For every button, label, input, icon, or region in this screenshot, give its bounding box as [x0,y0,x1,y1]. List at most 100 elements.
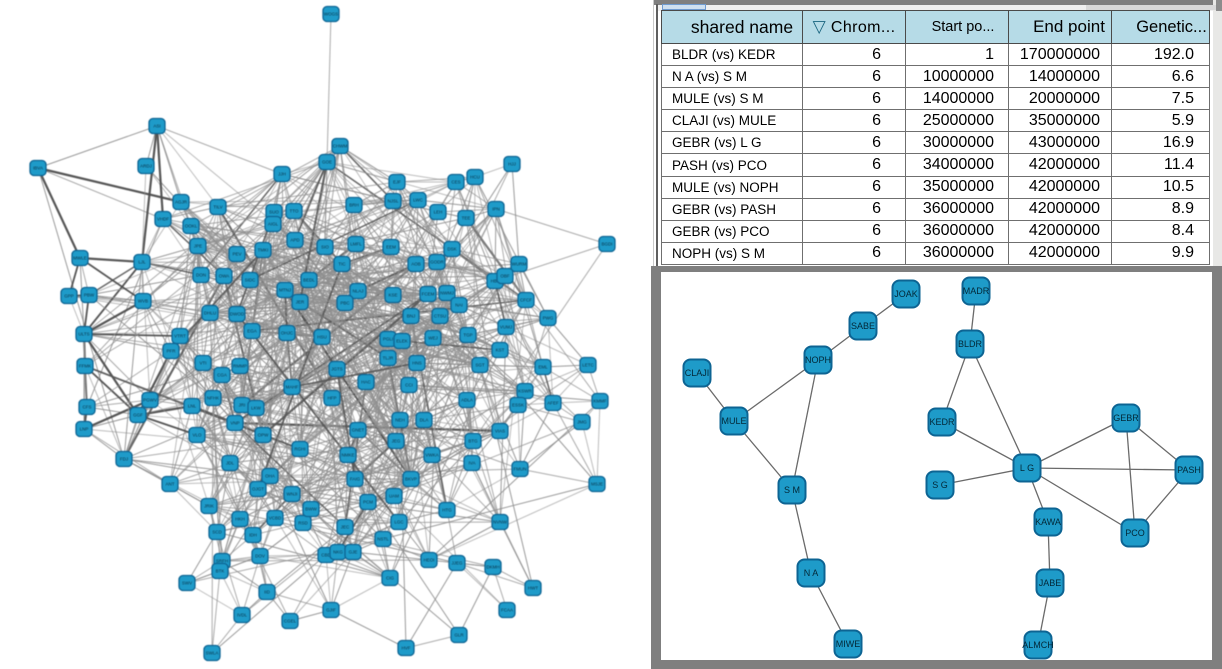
svg-text:TILV: TILV [213,205,222,210]
svg-text:MSJE: MSJE [591,482,603,487]
svg-text:HVF: HVF [402,646,411,651]
svg-text:IPN: IPN [492,207,500,212]
svg-text:EML: EML [538,365,548,370]
svg-text:PBW: PBW [84,293,95,298]
svg-text:SWLA: SWLA [206,651,219,656]
svg-text:OWA: OWA [219,274,230,279]
svg-text:OPW: OPW [258,433,270,438]
svg-text:ADLA: ADLA [461,398,473,403]
svg-text:SGT: SGT [475,363,485,368]
svg-text:NAI: NAI [455,303,463,308]
svg-text:ULTS: ULTS [78,332,89,337]
svg-text:VCBD: VCBD [269,516,282,521]
svg-text:CIG: CIG [386,576,395,581]
svg-text:JDL: JDL [226,461,234,466]
svg-text:CGA: CGA [217,373,227,378]
svg-text:NSTL: NSTL [377,537,389,542]
svg-text:OOKL: OOKL [185,224,198,229]
svg-text:WEJ: WEJ [428,336,438,341]
svg-text:NOPH: NOPH [805,355,831,365]
svg-text:UAM: UAM [389,494,399,499]
svg-text:MADR: MADR [963,286,990,296]
svg-text:JRI: JRI [239,403,246,408]
svg-text:FMUN: FMUN [514,467,527,472]
svg-text:FAIG: FAIG [350,477,361,482]
svg-text:PASH: PASH [1177,465,1201,475]
svg-text:LKW: LKW [251,406,262,411]
svg-text:CHWM: CHWM [333,144,348,149]
svg-text:BGDI: BGDI [601,242,612,247]
svg-text:EEM: EEM [386,245,396,250]
svg-text:GOE: GOE [322,160,332,165]
svg-text:NJSL: NJSL [387,199,399,204]
svg-text:ARDJ: ARDJ [140,164,152,169]
svg-text:ESSK: ESSK [512,403,524,408]
svg-text:CTSU: CTSU [434,314,446,319]
svg-text:IVA: IVA [469,461,476,466]
svg-text:BTK: BTK [216,569,225,574]
svg-text:NLAJ: NLAJ [352,289,363,294]
svg-text:KSWR: KSWR [518,389,532,394]
svg-text:DWOD: DWOD [230,312,245,317]
svg-text:LJL: LJL [138,260,146,265]
svg-text:SIO: SIO [321,245,329,250]
svg-text:S M: S M [784,485,800,495]
svg-text:JOAK: JOAK [894,289,918,299]
svg-text:DHLU: DHLU [204,311,216,316]
svg-text:HEOI: HEOI [423,558,434,563]
svg-text:DKMH: DKMH [486,565,499,570]
svg-text:PFR: PFR [167,349,177,354]
svg-text:JPE: JPE [194,244,202,249]
svg-text:MAHF: MAHF [286,385,299,390]
svg-text:SRFH: SRFH [216,559,228,564]
svg-text:IVDL: IVDL [237,613,248,618]
svg-text:HKH: HKH [235,517,245,522]
svg-text:VTRT: VTRT [174,334,186,339]
svg-text:JJH: JJH [278,172,286,177]
svg-text:HBL: HBL [491,279,500,284]
svg-text:MWLE: MWLE [73,256,87,261]
svg-text:DSK: DSK [447,247,456,252]
svg-text:CES: CES [451,180,460,185]
svg-text:OHA: OHA [265,474,275,479]
svg-text:FCAA: FCAA [501,608,513,613]
svg-text:LETC: LETC [582,363,594,368]
svg-text:TMKI: TMKI [258,248,269,253]
svg-text:LNP: LNP [80,427,89,432]
svg-text:BTG: BTG [468,439,478,444]
svg-text:OJGT: OJGT [252,487,264,492]
svg-text:SABE: SABE [851,321,875,331]
svg-text:IID: IID [264,590,271,595]
svg-text:KAWA: KAWA [1035,517,1061,527]
svg-text:HWT: HWT [528,586,538,591]
svg-text:RSD: RSD [298,521,308,526]
svg-text:APD: APD [290,238,300,243]
svg-text:JJEG: JJEG [451,561,463,566]
svg-text:IDH: IDH [249,533,257,538]
svg-text:VLO: VLO [192,433,202,438]
svg-text:GPP: GPP [64,294,74,299]
svg-text:HSU: HSU [317,335,327,340]
svg-text:JRIK: JRIK [204,504,214,509]
svg-text:L G: L G [1020,463,1034,473]
svg-text:CBD: CBD [321,553,331,558]
svg-text:MIWE: MIWE [836,639,861,649]
svg-text:JGTS: JGTS [331,367,343,372]
svg-text:CFCF: CFCF [520,298,532,303]
svg-text:BRH: BRH [349,203,359,208]
svg-text:AFEF: AFEF [547,401,559,406]
svg-text:PBC: PBC [340,301,350,306]
svg-text:CCI: CCI [405,383,413,388]
svg-text:NKG: NKG [333,550,343,555]
svg-text:FFMK: FFMK [79,364,91,369]
svg-text:PGLI: PGLI [383,337,393,342]
svg-text:LEH: LEH [434,210,443,215]
svg-text:TIC: TIC [338,262,346,267]
svg-text:AIGL: AIGL [268,222,279,227]
svg-text:WVB: WVB [138,299,148,304]
svg-text:HFP: HFP [328,396,337,401]
svg-text:S G: S G [932,480,948,490]
svg-text:GGF: GGF [133,413,143,418]
svg-text:CGEL: CGEL [284,619,297,624]
svg-text:RGHI: RGHI [294,447,305,452]
